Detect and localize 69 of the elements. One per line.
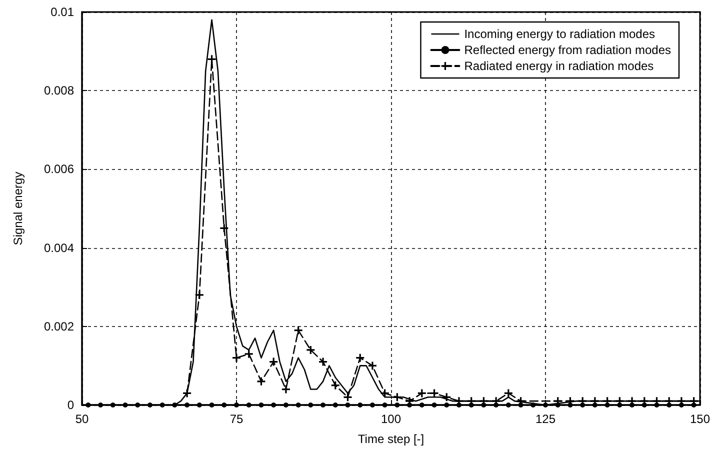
point	[195, 290, 204, 299]
x-axis-title: Time step [-]	[358, 432, 424, 446]
point	[380, 389, 389, 398]
y-tick-label: 0.01	[50, 5, 74, 19]
point	[504, 389, 512, 398]
point	[331, 381, 340, 390]
point	[172, 402, 178, 408]
point	[271, 402, 276, 408]
x-tick-label: 50	[75, 412, 89, 426]
point	[220, 224, 228, 232]
point	[382, 402, 388, 408]
point	[319, 358, 328, 366]
point	[283, 402, 288, 408]
point	[135, 402, 140, 408]
point	[356, 354, 364, 362]
y-tick-label: 0.008	[44, 84, 74, 98]
point	[418, 389, 426, 398]
point	[147, 402, 152, 408]
point	[394, 402, 400, 408]
point	[370, 402, 375, 408]
y-tick-label: 0.006	[44, 162, 74, 176]
point	[506, 402, 511, 408]
point	[98, 402, 104, 408]
point	[442, 393, 451, 402]
y-axis-title: Signal energy	[11, 172, 25, 246]
x-tick-label: 75	[230, 412, 244, 426]
point	[209, 402, 214, 408]
point	[368, 362, 376, 370]
point	[184, 402, 190, 408]
point	[294, 326, 302, 334]
point	[246, 402, 252, 408]
point	[530, 402, 536, 408]
point	[308, 402, 314, 408]
point	[419, 402, 424, 408]
y-tick-label: 0.002	[44, 319, 74, 334]
point	[234, 402, 239, 408]
point	[444, 402, 450, 408]
legend-label: Reflected energy from radiation modes	[464, 43, 672, 57]
point	[432, 402, 437, 408]
x-tick-label: 100	[380, 412, 402, 426]
point	[270, 358, 278, 366]
point	[110, 402, 116, 408]
point	[232, 354, 240, 362]
point	[122, 402, 128, 408]
point	[332, 402, 338, 408]
point	[393, 393, 402, 402]
point	[306, 346, 315, 354]
point	[196, 402, 202, 408]
y-tick-label: 0	[67, 398, 74, 412]
point	[430, 389, 438, 398]
point	[86, 402, 91, 408]
point	[208, 55, 216, 64]
point	[222, 402, 227, 408]
point	[320, 402, 326, 408]
point	[345, 402, 350, 408]
point	[257, 377, 266, 386]
point	[244, 350, 253, 358]
point	[160, 402, 165, 408]
x-tick-label: 150	[690, 412, 710, 426]
point	[344, 393, 352, 402]
legend-label: Incoming energy to radiation modes	[464, 27, 656, 41]
point	[358, 402, 363, 408]
x-tick-label: 125	[535, 412, 556, 426]
y-tick-label: 0.004	[44, 240, 74, 255]
point	[282, 385, 290, 394]
point	[183, 389, 192, 398]
point	[258, 402, 264, 408]
point	[296, 402, 301, 408]
legend-label: Radiated energy in radiation modes	[464, 59, 654, 73]
